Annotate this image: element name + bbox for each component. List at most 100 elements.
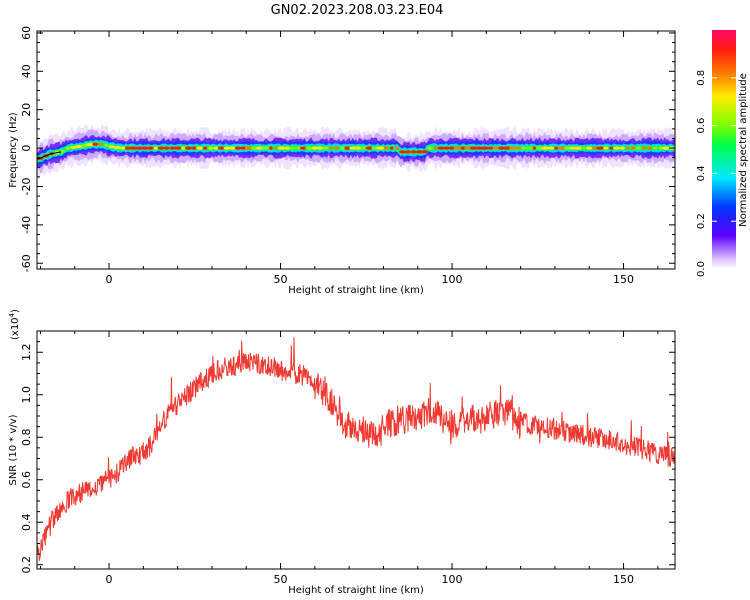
spectrogram-peak xyxy=(536,146,544,150)
spectrogram-peak xyxy=(395,146,400,150)
colorbar: 0.0 0.2 0.4 0.6 0.8 Normalized spectral ampl… xyxy=(696,30,749,277)
spectrogram-peak xyxy=(420,150,429,154)
spectrogram-panel: 0 50 100 150 -60 -40 -20 0 20 40 60 Height of str… xyxy=(8,26,676,296)
spectrogram-peak xyxy=(311,146,318,150)
spectrogram-peak xyxy=(124,146,132,150)
spectrogram-peak xyxy=(592,146,598,150)
spectrogram-peak xyxy=(568,146,577,150)
spectrogram-peak xyxy=(196,146,203,150)
y-tick-label: -60 xyxy=(20,254,33,272)
spectrogram-peak xyxy=(181,146,186,150)
colorbar-tick-label: 0.6 xyxy=(696,118,707,134)
spectrogram-peak xyxy=(146,146,154,150)
spectrogram-peak xyxy=(59,149,66,153)
colorbar-tick-label: 0.8 xyxy=(696,70,707,86)
x-tick-label: 0 xyxy=(106,573,113,586)
spectrogram-peak xyxy=(203,146,208,150)
spectrogram-peak xyxy=(487,146,494,150)
spectrogram-peak xyxy=(416,150,423,154)
y-tick-label: 0 xyxy=(20,145,33,152)
spectrogram-peak xyxy=(274,146,279,150)
spectrogram-peak xyxy=(448,146,456,150)
spectrogram-peak xyxy=(269,146,273,150)
snr-y-exponent: (x104) xyxy=(8,309,21,340)
spectrogram-peak xyxy=(65,146,71,150)
spectrogram-peak xyxy=(502,146,512,150)
spectrogram-peak xyxy=(460,146,466,150)
spectrogram-peak xyxy=(322,146,329,150)
y-tick-label: 0.6 xyxy=(20,471,33,489)
spectrogram-peak xyxy=(509,146,516,150)
spectrogram-x-ticks: 0 50 100 150 xyxy=(39,31,659,286)
svg-text:(x104): (x104) xyxy=(8,309,21,340)
y-tick-label: -20 xyxy=(20,177,33,195)
spectrogram-peak xyxy=(603,146,609,150)
spectrogram-peak xyxy=(426,146,434,150)
spectrogram-peak xyxy=(525,146,533,150)
spectrogram-peak xyxy=(521,146,526,150)
spectrogram-peak xyxy=(334,146,339,150)
spectrogram-band xyxy=(37,141,675,162)
spectrogram-peak xyxy=(541,146,550,150)
spectrogram-peak xyxy=(134,146,144,150)
spectrogram-peak xyxy=(339,146,345,150)
y-tick-label: 1.0 xyxy=(20,386,33,404)
spectrogram-frame xyxy=(36,30,676,270)
spectrogram-peak xyxy=(453,146,462,150)
spectrogram-y-ticks: -60 -40 -20 0 20 40 60 xyxy=(20,26,675,272)
spectrogram-peak xyxy=(574,146,582,150)
spectrogram-y-label: Frequency (Hz) xyxy=(8,112,19,188)
snr-y-label: SNR (10 * v/v) xyxy=(8,414,19,485)
spectrogram-peak xyxy=(163,146,170,150)
spectrogram-peak xyxy=(228,146,237,150)
spectrogram-peak xyxy=(141,146,148,150)
y-tick-label: 0.8 xyxy=(20,429,33,447)
figure-title: GN02.2023.208.03.23.E04 xyxy=(271,3,444,18)
spectrogram-peak xyxy=(582,146,586,150)
spectrogram-peak xyxy=(277,146,287,150)
spectrogram-peak xyxy=(74,144,83,149)
spectrogram-peak xyxy=(564,146,571,150)
spectrogram-peak xyxy=(208,146,213,150)
x-tick-label: 0 xyxy=(106,273,113,286)
spectrogram-peak xyxy=(635,146,642,150)
snr-series-line xyxy=(37,336,675,561)
spectrogram-peak xyxy=(217,146,226,150)
spectrogram-x-label: Height of straight line (km) xyxy=(288,285,424,296)
spectrogram-peak xyxy=(383,146,389,150)
spectrogram-peak xyxy=(120,146,126,150)
x-tick-label: 150 xyxy=(613,273,634,286)
spectrogram-peak xyxy=(661,146,671,150)
y-tick-label: 1.2 xyxy=(20,344,33,362)
spectrogram-peak xyxy=(344,146,352,150)
y-tick-label: 40 xyxy=(20,64,33,78)
spectrogram-peak xyxy=(609,146,613,150)
spectrogram-peak xyxy=(191,146,197,150)
colorbar-tick-label: 0.4 xyxy=(696,165,707,181)
x-tick-label: 50 xyxy=(274,273,288,286)
spectrogram-peak xyxy=(81,144,87,148)
spectrogram-peak xyxy=(113,146,122,150)
colorbar-gradient xyxy=(712,30,736,269)
y-tick-label: 0.4 xyxy=(20,514,33,532)
spectrogram-peak xyxy=(554,146,559,150)
spectrogram-peak xyxy=(410,150,417,154)
spectrogram-peak xyxy=(433,146,438,150)
spectrogram-peak xyxy=(481,146,489,150)
snr-x-ticks: 0 50 100 150 xyxy=(39,331,659,586)
spectrogram-image xyxy=(37,123,675,180)
spectrogram-peak xyxy=(213,146,219,150)
spectrogram-peak xyxy=(557,146,566,150)
spectrogram-edge xyxy=(37,151,62,161)
spectrogram-peak xyxy=(329,146,334,150)
spectrogram-peak xyxy=(104,143,109,147)
spectrogram-peak xyxy=(289,146,297,150)
spectrogram-peak xyxy=(613,146,621,150)
y-tick-label: 0.2 xyxy=(20,556,33,574)
spectrogram-peak xyxy=(260,146,270,150)
snr-y-ticks: 0.2 0.4 0.6 0.8 1.0 1.2 xyxy=(20,341,675,574)
colorbar-tick-label: 0.0 xyxy=(696,261,707,277)
spectrogram-peak xyxy=(596,146,605,150)
spectrogram-peak xyxy=(376,146,386,150)
spectrogram-peak xyxy=(153,146,158,150)
